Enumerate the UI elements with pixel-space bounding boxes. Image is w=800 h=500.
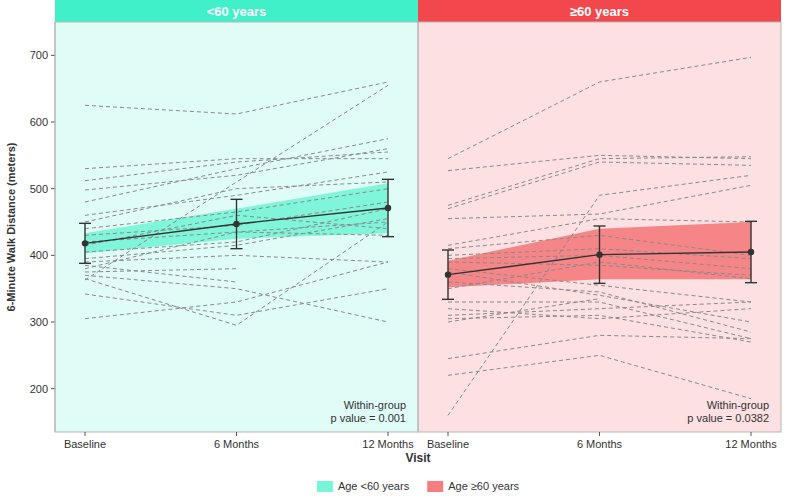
panel-frame: [55, 22, 418, 432]
annotation: p value = 0.001: [330, 412, 406, 424]
error-bar-cap: [745, 221, 757, 222]
error-bar: [442, 250, 454, 299]
individual-line: [85, 82, 388, 114]
panel-background: [418, 22, 781, 432]
mean-point: [385, 205, 391, 211]
individual-line: [85, 275, 388, 322]
y-tick: [51, 388, 55, 389]
panel-frame: [418, 22, 781, 432]
error-bar: [231, 199, 243, 248]
panel-header: [55, 0, 418, 22]
error-bar-cap: [231, 248, 243, 249]
error-bar-cap: [79, 263, 91, 264]
error-bar-cap: [382, 236, 394, 237]
individual-line: [85, 139, 388, 202]
y-tick-label: 200: [30, 383, 48, 395]
y-tick-label: 600: [30, 116, 48, 128]
y-tick: [51, 122, 55, 123]
x-tick: [388, 432, 389, 436]
legend-label: Age <60 years: [338, 480, 410, 492]
mean-point: [748, 249, 754, 255]
x-tick-label: 12 Months: [725, 438, 777, 450]
error-bar: [382, 179, 394, 236]
individual-line: [448, 335, 751, 358]
y-tick-label: 300: [30, 316, 48, 328]
error-bar-cap: [442, 299, 454, 300]
individual-line: [448, 302, 751, 315]
error-bar: [594, 226, 606, 283]
x-tick-label: 6 Months: [214, 438, 260, 450]
panel-background: [55, 22, 418, 432]
plot-area: [79, 82, 394, 325]
error-bar: [79, 223, 91, 263]
individual-line: [448, 155, 751, 170]
y-tick-label: 700: [30, 49, 48, 61]
individual-line: [85, 262, 388, 319]
y-axis-label: 6-Minute Walk Distance (meters): [5, 142, 17, 311]
individual-line: [85, 159, 388, 169]
confidence-band: [448, 222, 751, 287]
legend-item: Age <60 years: [317, 480, 410, 492]
x-tick: [85, 432, 86, 436]
y-tick: [51, 322, 55, 323]
error-bar-cap: [745, 282, 757, 283]
mean-point: [233, 221, 239, 227]
annotation: Within-group: [344, 399, 406, 411]
mean-point: [445, 271, 451, 277]
error-bar: [745, 221, 757, 282]
x-tick: [599, 432, 600, 436]
mean-point: [82, 240, 88, 246]
individual-line: [448, 282, 751, 332]
individual-line: [448, 299, 600, 322]
annotation: p value = 0.0382: [687, 412, 769, 424]
x-tick-label: 6 Months: [577, 438, 623, 450]
individual-line: [448, 355, 751, 398]
y-tick: [51, 188, 55, 189]
individual-line: [85, 85, 388, 280]
individual-line: [85, 269, 237, 272]
individual-line: [85, 289, 388, 316]
y-tick: [51, 55, 55, 56]
x-tick: [751, 432, 752, 436]
y-tick: [51, 255, 55, 256]
panel-title: <60 years: [207, 4, 267, 19]
legend-item: Age ≥60 years: [427, 480, 519, 492]
legend-swatch: [317, 481, 333, 492]
error-bar-cap: [594, 225, 606, 226]
panel-title: ≥60 years: [570, 4, 629, 19]
y-tick-label: 500: [30, 183, 48, 195]
chart: <60 yearsWithin-groupp value = 0.001Base…: [0, 0, 800, 500]
x-tick: [236, 432, 237, 436]
x-axis-label: Visit: [405, 451, 430, 465]
legend-swatch: [427, 481, 443, 492]
plot-area: [442, 57, 757, 415]
error-bar-cap: [79, 223, 91, 224]
x-tick-label: 12 Months: [362, 438, 414, 450]
individual-line: [85, 265, 237, 282]
error-bar-cap: [382, 179, 394, 180]
error-bar-cap: [231, 199, 243, 200]
individual-line: [448, 162, 751, 209]
error-bar-cap: [594, 283, 606, 284]
legend-label: Age ≥60 years: [448, 480, 519, 492]
panel-header: [418, 0, 781, 22]
individual-line: [448, 302, 751, 339]
individual-line: [448, 175, 751, 415]
individual-line: [448, 185, 751, 218]
confidence-band: [85, 183, 388, 253]
legend: Age <60 years Age ≥60 years: [317, 480, 520, 492]
error-bar-cap: [442, 249, 454, 250]
y-axis-line: [55, 22, 56, 432]
x-tick: [448, 432, 449, 436]
individual-line: [85, 255, 388, 262]
x-tick-label: Baseline: [427, 438, 469, 450]
y-tick-label: 400: [30, 249, 48, 261]
annotation: Within-group: [707, 399, 769, 411]
mean-point: [596, 251, 602, 257]
x-tick-label: Baseline: [64, 438, 106, 450]
individual-line: [448, 57, 751, 158]
